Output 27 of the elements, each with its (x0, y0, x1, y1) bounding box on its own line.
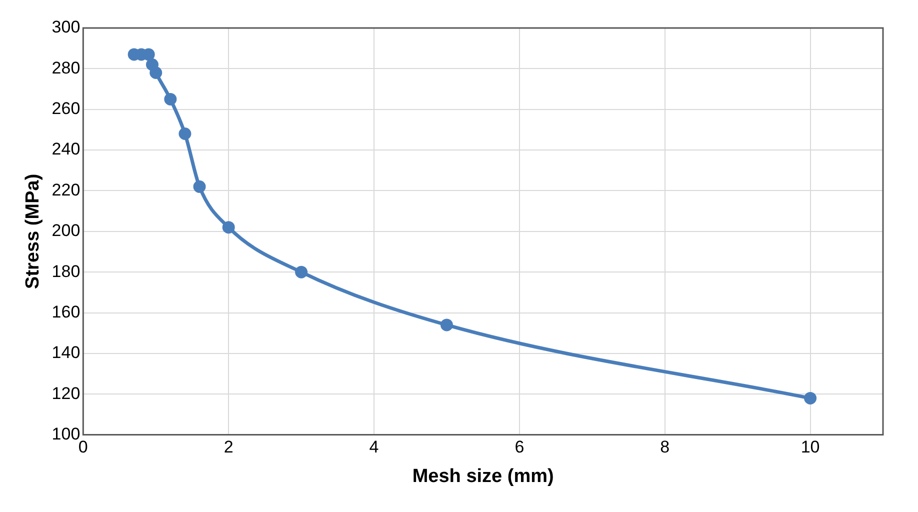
y-tick-label: 220 (52, 180, 80, 200)
y-tick-label: 140 (52, 343, 80, 362)
point (440, 318, 453, 332)
y-tick-label: 260 (52, 99, 80, 118)
y-tick-label: 120 (52, 384, 80, 403)
y-tick-label: 200 (52, 221, 80, 240)
point (295, 266, 308, 278)
point (178, 128, 192, 140)
x-tick-label: 0 (78, 438, 88, 457)
y-tick-label: 300 (52, 18, 80, 37)
y-tick-label: 240 (52, 140, 80, 159)
y-tick-label: 100 (52, 424, 80, 444)
point (222, 221, 235, 234)
x-tick-label: 2 (224, 438, 234, 457)
x-tick-label: 6 (514, 438, 524, 457)
x-tick-label: 8 (660, 438, 670, 457)
point (164, 92, 177, 106)
x-axis-title: Mesh size (mm) (412, 466, 554, 487)
y-axis-title: Stress (MPa) (22, 174, 44, 289)
x-tick-label: 4 (369, 438, 379, 457)
y-tick-label: 280 (52, 58, 80, 78)
point (150, 66, 162, 79)
point (193, 180, 206, 193)
x-tick-label: 10 (800, 438, 820, 457)
point (804, 392, 817, 404)
y-tick-label: 180 (52, 262, 80, 281)
y-tick-label: 160 (52, 302, 80, 322)
